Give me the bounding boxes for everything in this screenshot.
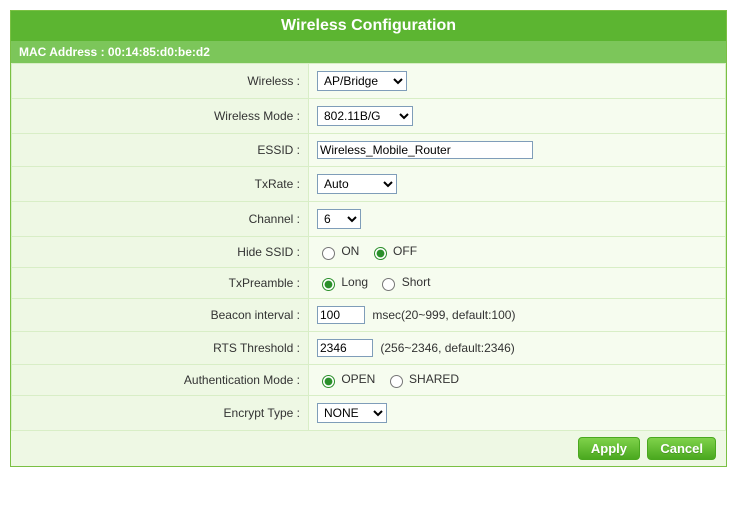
wireless-select[interactable]: AP/Bridge	[317, 71, 407, 91]
label-essid: ESSID :	[12, 134, 309, 167]
preamble-short-label[interactable]: Short	[377, 275, 430, 289]
essid-input[interactable]	[317, 141, 533, 159]
beacon-hint: msec(20~999, default:100)	[372, 308, 515, 322]
hide-ssid-on-radio[interactable]	[322, 247, 335, 260]
label-rts: RTS Threshold :	[12, 332, 309, 365]
preamble-group: Long Short	[317, 275, 436, 289]
label-txrate: TxRate :	[12, 167, 309, 202]
auth-open-radio[interactable]	[322, 375, 335, 388]
auth-open-label[interactable]: OPEN	[317, 372, 375, 386]
auth-shared-radio[interactable]	[390, 375, 403, 388]
label-auth: Authentication Mode :	[12, 365, 309, 396]
channel-select[interactable]: 6	[317, 209, 361, 229]
label-channel: Channel :	[12, 202, 309, 237]
auth-shared-text: SHARED	[409, 372, 459, 386]
panel-title: Wireless Configuration	[11, 11, 726, 41]
config-form: Wireless : AP/Bridge Wireless Mode : 802…	[11, 63, 726, 431]
preamble-long-label[interactable]: Long	[317, 275, 368, 289]
hide-ssid-on-text: ON	[341, 244, 359, 258]
preamble-long-radio[interactable]	[322, 278, 335, 291]
txrate-select[interactable]: Auto	[317, 174, 397, 194]
hide-ssid-off-text: OFF	[393, 244, 417, 258]
encrypt-select[interactable]: NONE	[317, 403, 387, 423]
label-encrypt: Encrypt Type :	[12, 396, 309, 431]
rts-input[interactable]	[317, 339, 373, 357]
button-row: Apply Cancel	[11, 431, 726, 466]
hide-ssid-group: ON OFF	[317, 244, 423, 258]
label-preamble: TxPreamble :	[12, 268, 309, 299]
hide-ssid-off-label[interactable]: OFF	[369, 244, 417, 258]
auth-group: OPEN SHARED	[317, 372, 465, 386]
label-beacon: Beacon interval :	[12, 299, 309, 332]
preamble-short-text: Short	[402, 275, 431, 289]
wireless-mode-select[interactable]: 802.11B/G	[317, 106, 413, 126]
rts-hint: (256~2346, default:2346)	[380, 341, 514, 355]
preamble-long-text: Long	[341, 275, 368, 289]
hide-ssid-off-radio[interactable]	[374, 247, 387, 260]
auth-open-text: OPEN	[341, 372, 375, 386]
preamble-short-radio[interactable]	[382, 278, 395, 291]
cancel-button[interactable]: Cancel	[647, 437, 716, 460]
label-mode: Wireless Mode :	[12, 99, 309, 134]
mac-address-bar: MAC Address : 00:14:85:d0:be:d2	[11, 41, 726, 63]
label-hide-ssid: Hide SSID :	[12, 237, 309, 268]
hide-ssid-on-label[interactable]: ON	[317, 244, 359, 258]
auth-shared-label[interactable]: SHARED	[385, 372, 459, 386]
apply-button[interactable]: Apply	[578, 437, 640, 460]
label-wireless: Wireless :	[12, 64, 309, 99]
wireless-config-panel: Wireless Configuration MAC Address : 00:…	[10, 10, 727, 467]
beacon-input[interactable]	[317, 306, 365, 324]
